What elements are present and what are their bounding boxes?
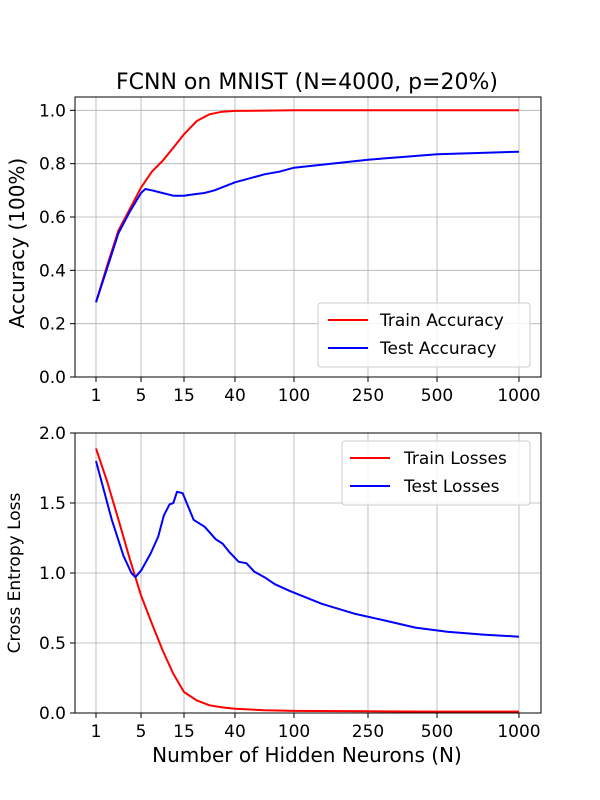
legend-label-test-losses: Test Losses bbox=[403, 477, 500, 497]
x-tick-label: 100 bbox=[278, 386, 310, 406]
legend-label-train-accuracy: Train Accuracy bbox=[379, 311, 504, 331]
y-tick-label: 0.8 bbox=[39, 155, 66, 175]
x-tick-label: 500 bbox=[421, 722, 453, 742]
x-tick-label: 1000 bbox=[497, 386, 540, 406]
y-tick-label: 1.5 bbox=[39, 494, 66, 514]
legend-loss: Train Losses Test Losses bbox=[341, 440, 531, 506]
y-tick-label: 0.4 bbox=[39, 261, 66, 281]
x-tick-label: 250 bbox=[352, 722, 384, 742]
x-tick-label: 5 bbox=[136, 386, 147, 406]
axes-frame-accuracy bbox=[74, 96, 542, 378]
legend-label-train-losses: Train Losses bbox=[403, 449, 507, 469]
y-axis-label-loss: Cross Entropy Loss bbox=[5, 492, 25, 653]
legend-label-test-accuracy: Test Accuracy bbox=[379, 339, 497, 359]
x-tick-label: 1 bbox=[91, 722, 102, 742]
legend-box-accuracy bbox=[317, 302, 531, 368]
x-tick-label: 250 bbox=[352, 386, 384, 406]
series-line-train-accuracy bbox=[95, 109, 519, 303]
x-tick-label: 100 bbox=[278, 722, 310, 742]
series-lines-loss bbox=[95, 448, 520, 713]
y-tick-label: 0.0 bbox=[39, 368, 66, 388]
x-tick-label: 15 bbox=[173, 386, 195, 406]
y-tick-label: 2.0 bbox=[39, 424, 66, 444]
y-axis-label-accuracy: Accuracy (100%) bbox=[5, 158, 29, 328]
y-tick-label: 0.2 bbox=[39, 315, 66, 335]
x-axis-label: Number of Hidden Neurons (N) bbox=[152, 743, 462, 767]
y-tick-label: 0.5 bbox=[39, 634, 66, 654]
y-tick-label: 1.0 bbox=[39, 564, 66, 584]
x-tick-label: 40 bbox=[224, 722, 246, 742]
x-tick-label: 15 bbox=[173, 722, 195, 742]
x-tick-label: 1 bbox=[91, 386, 102, 406]
x-tick-label: 5 bbox=[136, 722, 147, 742]
x-tick-label: 40 bbox=[224, 386, 246, 406]
series-line-test-accuracy bbox=[95, 150, 520, 303]
y-tick-label: 0.6 bbox=[39, 208, 66, 228]
series-lines-accuracy bbox=[95, 109, 520, 303]
legend-accuracy: Train Accuracy Test Accuracy bbox=[317, 302, 531, 368]
y-tick-label: 0.0 bbox=[39, 704, 66, 724]
series-line-test-losses bbox=[95, 460, 520, 638]
series-line-train-losses bbox=[95, 448, 519, 713]
loss-panel: Cross Entropy Loss Number of Hidden Neur… bbox=[5, 424, 542, 767]
x-tick-label: 1000 bbox=[497, 722, 540, 742]
y-tick-label: 1.0 bbox=[39, 101, 66, 121]
x-tick-label: 500 bbox=[421, 386, 453, 406]
chart-title: FCNN on MNIST (N=4000, p=20%) bbox=[116, 70, 498, 95]
accuracy-panel: FCNN on MNIST (N=4000, p=20%) Accuracy (… bbox=[5, 70, 542, 406]
